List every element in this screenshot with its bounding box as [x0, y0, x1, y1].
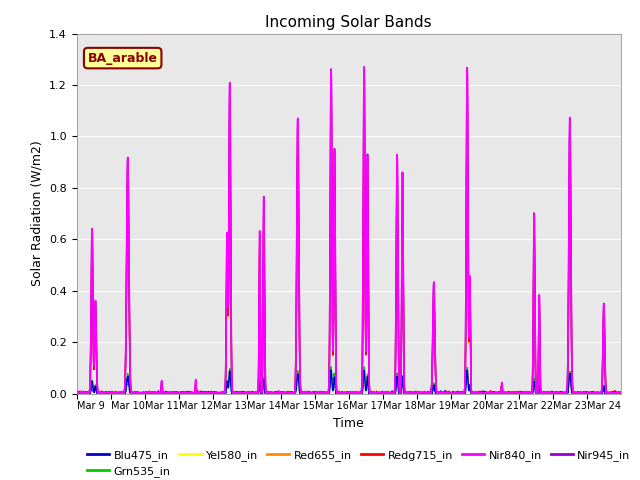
Text: BA_arable: BA_arable	[88, 51, 157, 65]
Legend: Blu475_in, Grn535_in, Yel580_in, Red655_in, Redg715_in, Nir840_in, Nir945_in: Blu475_in, Grn535_in, Yel580_in, Red655_…	[83, 445, 635, 480]
Title: Incoming Solar Bands: Incoming Solar Bands	[266, 15, 432, 30]
X-axis label: Time: Time	[333, 417, 364, 430]
Y-axis label: Solar Radiation (W/m2): Solar Radiation (W/m2)	[31, 141, 44, 287]
